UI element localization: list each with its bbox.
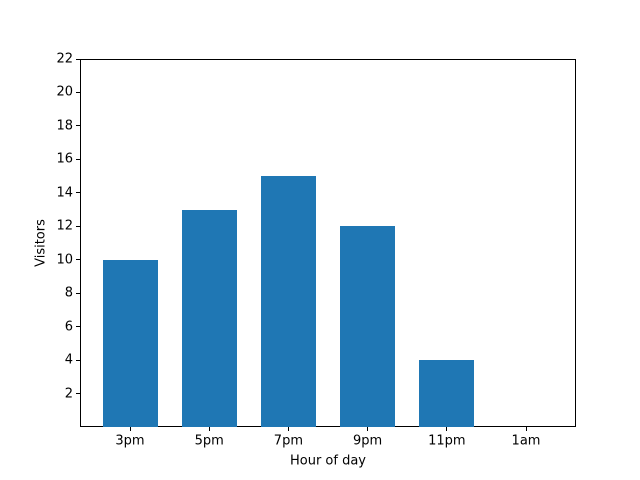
x-tick-mark (367, 427, 369, 431)
x-tick-mark (208, 427, 210, 431)
y-tick-mark (76, 125, 80, 127)
x-tick-label: 11pm (428, 433, 466, 449)
x-tick-mark (446, 427, 448, 431)
x-tick-label: 9pm (353, 433, 383, 449)
x-tick-mark (287, 427, 289, 431)
y-tick-label: 16 (56, 151, 73, 167)
y-tick-mark (76, 158, 80, 160)
y-tick-label: 22 (56, 51, 73, 67)
bar (102, 259, 158, 427)
plot-area (80, 59, 576, 427)
y-tick-mark (76, 292, 80, 294)
bars-container (80, 59, 576, 427)
x-tick-label: 1am (511, 433, 541, 449)
y-tick-label: 10 (56, 252, 73, 268)
x-axis-label: Hour of day (289, 453, 367, 469)
y-tick-mark (76, 192, 80, 194)
y-tick-mark (76, 91, 80, 93)
y-tick-label: 12 (56, 218, 73, 234)
x-tick-mark (525, 427, 527, 431)
y-tick-label: 6 (64, 319, 73, 335)
y-tick-mark (76, 393, 80, 395)
bar (181, 209, 237, 427)
bar (340, 226, 396, 427)
x-tick-label: 3pm (115, 433, 145, 449)
y-tick-mark (76, 259, 80, 261)
y-tick-label: 14 (56, 185, 73, 201)
y-tick-mark (76, 326, 80, 328)
bar (260, 176, 316, 427)
y-tick-label: 18 (56, 118, 73, 134)
x-tick-mark (129, 427, 131, 431)
y-tick-mark (76, 359, 80, 361)
y-tick-label: 4 (64, 352, 73, 368)
x-tick-label: 7pm (273, 433, 303, 449)
bar (419, 360, 475, 427)
y-tick-mark (76, 225, 80, 227)
x-tick-label: 5pm (194, 433, 224, 449)
y-tick-label: 20 (56, 84, 73, 100)
y-tick-mark (76, 58, 80, 60)
y-tick-label: 2 (64, 386, 73, 402)
y-tick-label: 8 (64, 285, 73, 301)
